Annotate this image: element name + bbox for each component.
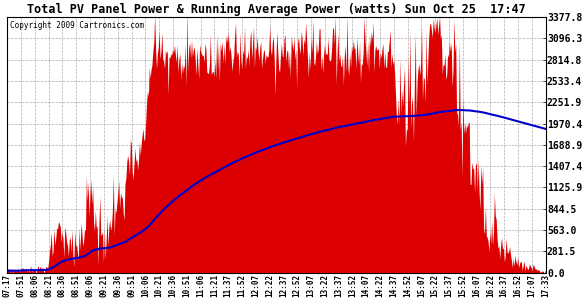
Text: Copyright 2009 Cartronics.com: Copyright 2009 Cartronics.com — [10, 21, 144, 30]
Title: Total PV Panel Power & Running Average Power (watts) Sun Oct 25  17:47: Total PV Panel Power & Running Average P… — [27, 3, 526, 16]
